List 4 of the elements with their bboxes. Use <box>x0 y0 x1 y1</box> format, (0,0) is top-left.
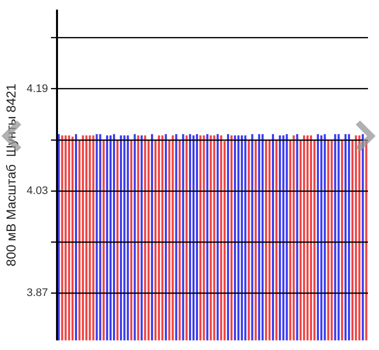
y-tick-label: 4.03 <box>26 184 48 197</box>
y-tick-label: 4.19 <box>26 82 48 95</box>
y-tick-label: 3.87 <box>26 287 48 300</box>
y-axis-title: 800 мВ Масштаб Шунты 8421 <box>3 84 18 266</box>
